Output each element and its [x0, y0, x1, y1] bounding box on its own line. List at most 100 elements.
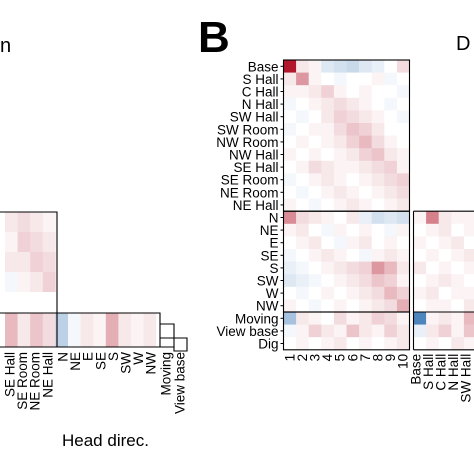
heatmap-cell [42, 313, 56, 347]
heatmap-cell [80, 313, 94, 347]
heatmap-cell [321, 97, 335, 111]
heatmap-cell [371, 160, 385, 174]
x-tick-label: 1 [282, 354, 297, 362]
heatmap-cell [384, 72, 398, 86]
heatmap-cell [168, 313, 182, 347]
heatmap-cell [384, 97, 398, 111]
heatmap-cell [296, 198, 309, 212]
y-tick-label: Moving [235, 311, 279, 326]
y-tick-label: E [269, 236, 278, 251]
heatmap-cell [451, 249, 465, 262]
heatmap-cell [438, 286, 452, 300]
heatmap-cell [308, 312, 322, 325]
heatmap-cell [296, 261, 309, 275]
heatmap-cell [396, 186, 410, 199]
heatmap-cell [396, 236, 410, 250]
heatmap-cell [321, 123, 335, 136]
heatmap-cell [283, 223, 297, 237]
heatmap-cell [283, 261, 297, 275]
heatmap-cell [346, 249, 360, 262]
heatmap-cell [283, 60, 297, 73]
heatmap-cell [359, 324, 372, 338]
heatmap-cell [321, 299, 335, 313]
x-tick-label: Moving [159, 352, 174, 396]
heatmap-cell [359, 173, 372, 187]
heatmap-cell [346, 97, 360, 111]
heatmap-cell [438, 337, 452, 351]
heatmap-cell [426, 236, 439, 250]
heatmap-cell [451, 286, 465, 300]
heatmap-cell [359, 97, 372, 111]
heatmap-cell [42, 232, 56, 252]
heatmap-cell [438, 274, 452, 288]
heatmap-cell [371, 148, 385, 162]
heatmap-cell [296, 286, 309, 300]
heatmap-cell [451, 211, 465, 225]
heatmap-cell [396, 274, 410, 288]
heatmap-cell [438, 236, 452, 250]
heatmap-cell [42, 272, 56, 292]
heatmap-cell [396, 198, 410, 212]
heatmap-cell [413, 286, 427, 300]
heatmap-cell [396, 299, 410, 313]
y-tick-label: Base [248, 59, 279, 74]
heatmap-cell [321, 160, 335, 174]
heatmap-cell [118, 313, 132, 347]
heatmap-cell [346, 274, 360, 288]
heatmap-cell [333, 173, 347, 187]
heatmap-cell [321, 186, 335, 199]
heatmap-cell [308, 148, 322, 162]
heatmap-cell [283, 97, 297, 111]
heatmap-cell [371, 286, 385, 300]
heatmap-cell [308, 249, 322, 262]
heatmap-cell [346, 299, 360, 313]
heatmap-cell [396, 72, 410, 86]
heatmap-cell [463, 261, 474, 275]
heatmap-cell [333, 97, 347, 111]
heatmap-cell [308, 85, 322, 99]
heatmap-cell [463, 274, 474, 288]
heatmap-cell [371, 85, 385, 99]
y-tick-label: S Hall [242, 72, 278, 87]
heatmap-cell [371, 274, 385, 288]
x-tick-label: W [131, 352, 146, 365]
heatmap-cell [438, 312, 452, 325]
heatmap-cell [283, 173, 297, 187]
heatmap-cell [346, 261, 360, 275]
heatmap-cell [5, 313, 18, 347]
heatmap-cell [321, 148, 335, 162]
heatmap-cell [296, 337, 309, 351]
heatmap-cell [156, 313, 170, 347]
heatmap-cell [451, 223, 465, 237]
heatmap-cell [451, 261, 465, 275]
heatmap-cell [296, 249, 309, 262]
heatmap-cell [371, 72, 385, 86]
heatmap-cell [143, 313, 157, 347]
heatmap-cell [296, 173, 309, 187]
left-heatmap [5, 212, 182, 347]
heatmap-cell [321, 110, 335, 124]
heatmap-cell [283, 160, 297, 174]
heatmap-cell [30, 212, 44, 232]
heatmap-cell [296, 211, 309, 225]
heatmap-cell [413, 337, 427, 351]
heatmap-cell [346, 110, 360, 124]
left-direction-frame [57, 312, 161, 347]
heatmap-cell [384, 312, 398, 325]
heatmap-cell [463, 249, 474, 262]
heatmap-cell [426, 249, 439, 262]
y-tick-label: SE Room [221, 173, 279, 188]
heatmap-cell [359, 60, 372, 73]
heatmap-cell [321, 312, 335, 325]
heatmap-cell [463, 236, 474, 250]
heatmap-cell [333, 211, 347, 225]
y-tick-label: C Hall [242, 85, 279, 100]
heatmap-cell [283, 211, 297, 225]
heatmap-cell [55, 313, 69, 347]
heatmap-cell [371, 110, 385, 124]
heatmap-cell [333, 135, 347, 149]
heatmap-cell [371, 97, 385, 111]
heatmap-cell [346, 312, 360, 325]
heatmap-cell [359, 110, 372, 124]
heatmap-cell [308, 198, 322, 212]
